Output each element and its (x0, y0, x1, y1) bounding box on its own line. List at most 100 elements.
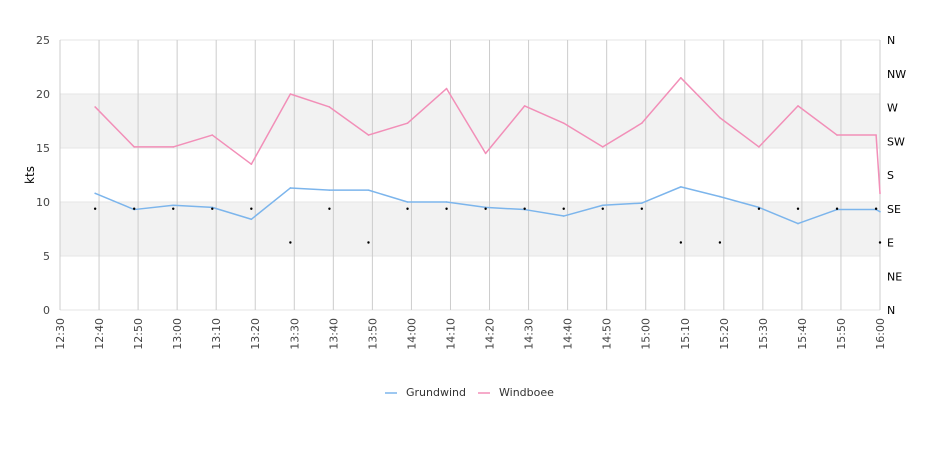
y-tick-label-0: 0 (43, 304, 50, 317)
x-tick-label-13: 14:40 (562, 318, 575, 350)
series-point-grundwind-16 (719, 195, 721, 198)
x-tick-label-3: 13:00 (171, 318, 184, 350)
series-point-grundwind-2 (172, 204, 175, 207)
direction-marker-21 (878, 241, 882, 244)
series-point-grundwind-8 (406, 201, 409, 203)
x-tick-label-9: 14:00 (405, 318, 418, 350)
x-axis-ticks: 12:30 12:40 12:50 13:00 13:10 13:20 13:30 13:40… (54, 318, 887, 350)
series-line-windboee (94, 77, 881, 194)
series-point-windboee-17 (758, 146, 760, 148)
direction-marker-9 (445, 207, 448, 210)
x-tick-label-6: 13:30 (288, 318, 301, 350)
direction-marker-14 (640, 207, 644, 210)
series-point-grundwind-6 (328, 189, 331, 191)
x-tick-label-21: 16:00 (874, 318, 887, 350)
series-point-grundwind-21 (879, 210, 881, 213)
direction-marker-13 (601, 207, 604, 210)
x-tick-label-12: 14:30 (523, 318, 536, 350)
series-point-windboee-2 (172, 146, 175, 148)
direction-tick-label-6: W (887, 102, 898, 115)
y-tick-label-1: 5 (43, 250, 50, 263)
series-point-windboee-19 (836, 134, 838, 136)
x-tick-label-4: 13:10 (210, 318, 223, 350)
series-point-grundwind-14 (641, 202, 643, 204)
x-tick-label-5: 13:20 (249, 318, 262, 350)
x-tick-label-15: 15:00 (640, 318, 653, 350)
x-tick-label-20: 15:50 (835, 318, 848, 350)
direction-marker-7 (367, 241, 370, 244)
direction-marker-0 (93, 207, 97, 210)
direction-tick-label-7: NW (887, 68, 906, 81)
direction-marker-6 (328, 207, 331, 210)
y-tick-label-3: 15 (36, 142, 50, 155)
series-point-grundwind-0 (94, 192, 96, 195)
direction-marker-5 (289, 241, 292, 244)
direction-tick-label-8: N (887, 34, 895, 47)
x-tick-label-10: 14:10 (444, 318, 457, 350)
series-point-windboee-0 (94, 106, 96, 108)
series-point-windboee-15 (680, 77, 682, 79)
direction-tick-label-1: NE (887, 270, 902, 283)
series-point-windboee-4 (250, 163, 253, 165)
series-point-windboee-3 (211, 134, 214, 136)
direction-marker-8 (406, 207, 409, 210)
x-tick-label-1: 12:40 (93, 318, 106, 350)
direction-marker-12 (562, 207, 565, 210)
direction-tick-label-0: N (887, 304, 895, 317)
series-point-windboee-21 (879, 192, 881, 195)
y-tick-label-4: 20 (36, 88, 50, 101)
y-axis-title: kts (23, 166, 37, 184)
direction-marker-4 (250, 207, 253, 210)
series-point-windboee-14 (641, 122, 643, 124)
legend[interactable]: Grundwind Windboee (385, 386, 554, 399)
x-tick-label-17: 15:20 (718, 318, 731, 350)
x-tick-label-7: 13:40 (327, 318, 340, 350)
series-point-windboee-8 (406, 122, 409, 124)
direction-marker-2 (172, 207, 175, 210)
series-point-windboee-10 (484, 152, 487, 155)
direction-marker-11 (523, 207, 526, 210)
series-point-windboee-18 (797, 105, 799, 107)
series-point-windboee-12 (562, 122, 565, 124)
direction-tick-label-3: SE (887, 203, 901, 216)
plot-bands (60, 94, 880, 256)
direction-marker-17 (757, 207, 761, 210)
series-point-windboee-5 (289, 93, 292, 95)
direction-tick-label-5: SW (887, 135, 905, 148)
x-tick-label-2: 12:50 (132, 318, 145, 350)
direction-marker-10 (484, 207, 487, 210)
legend-label-windboee: Windboee (499, 386, 554, 399)
series-point-windboee-9 (445, 87, 448, 90)
direction-marker-15 (679, 241, 683, 244)
plot-band-1 (60, 94, 880, 148)
series-point-grundwind-13 (601, 204, 604, 207)
grid-lines (59, 39, 881, 311)
series-point-windboee-6 (328, 106, 331, 108)
direction-tick-label-2: E (887, 237, 894, 250)
plot-band-0 (60, 202, 880, 256)
x-tick-label-19: 15:40 (796, 318, 809, 350)
direction-marker-20 (874, 207, 878, 210)
series-point-windboee-16 (719, 116, 721, 119)
x-tick-label-11: 14:20 (484, 318, 497, 350)
series-lines (94, 77, 881, 225)
x-tick-label-14: 14:50 (601, 318, 614, 350)
series-point-windboee-20 (875, 134, 877, 136)
series-line-grundwind (94, 186, 881, 225)
series-point-windboee-1 (133, 146, 135, 148)
series-point-windboee-11 (523, 105, 526, 107)
direction-markers (93, 207, 882, 244)
series-point-grundwind-4 (250, 218, 253, 221)
direction-tick-label-4: S (887, 169, 894, 182)
series-point-grundwind-18 (797, 222, 799, 225)
direction-marker-19 (835, 207, 839, 210)
direction-marker-1 (132, 207, 136, 210)
series-point-windboee-7 (367, 134, 370, 136)
series-point-grundwind-7 (367, 189, 370, 191)
direction-marker-3 (211, 207, 214, 210)
series-point-grundwind-12 (562, 215, 565, 217)
direction-marker-16 (718, 241, 722, 244)
y-axis-ticks: 0 5 10 15 20 25 (36, 34, 50, 317)
series-point-grundwind-9 (445, 201, 448, 203)
